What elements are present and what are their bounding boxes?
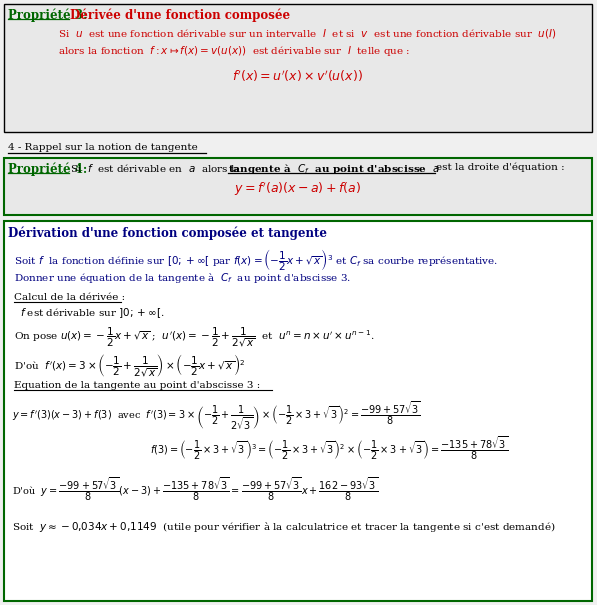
Text: Soit $f$  la fonction définie sur $\left[0;+\infty\right[$ par $f(x) = \left(-\d: Soit $f$ la fonction définie sur $\left[… <box>14 247 498 273</box>
Text: On pose $u(x) = -\dfrac{1}{2}x+\sqrt{x}$ ;  $u'(x) = -\dfrac{1}{2}+\dfrac{1}{2\s: On pose $u(x) = -\dfrac{1}{2}x+\sqrt{x}$… <box>14 325 374 349</box>
Text: Propriété 4:: Propriété 4: <box>8 162 87 175</box>
Text: Si  $u$  est une fonction dérivable sur un intervalle  $I$  et si  $v$  est une : Si $u$ est une fonction dérivable sur un… <box>58 27 556 40</box>
Text: Propriété 3:: Propriété 3: <box>8 8 87 22</box>
Text: $y = f'(3)(x-3)+f(3)$  avec  $f'(3) = 3 \times \left(-\dfrac{1}{2}+\dfrac{1}{2\s: $y = f'(3)(x-3)+f(3)$ avec $f'(3) = 3 \t… <box>12 400 421 432</box>
Text: Dérivation d'une fonction composée et tangente: Dérivation d'une fonction composée et ta… <box>8 226 327 240</box>
Bar <box>4 158 592 215</box>
Text: $f$ est dérivable sur $\left]0;+\infty\right[$.: $f$ est dérivable sur $\left]0;+\infty\r… <box>20 306 165 320</box>
Text: Equation de la tangente au point d'abscisse 3 :: Equation de la tangente au point d'absci… <box>14 381 260 390</box>
Text: D'où  $f'(x) = 3 \times \left(-\dfrac{1}{2}+\dfrac{1}{2\sqrt{x}}\right)\times \l: D'où $f'(x) = 3 \times \left(-\dfrac{1}{… <box>14 352 245 379</box>
Text: Donner une équation de la tangente à  $C_f$  au point d'abscisse 3.: Donner une équation de la tangente à $C_… <box>14 271 351 285</box>
Text: 4 - Rappel sur la notion de tangente: 4 - Rappel sur la notion de tangente <box>8 143 198 152</box>
Text: $y = f'(a)(x-a)+f(a)$: $y = f'(a)(x-a)+f(a)$ <box>233 181 361 198</box>
Text: D'où  $y = \dfrac{-99+57\sqrt{3}}{8}(x-3) + \dfrac{-135+78\sqrt{3}}{8}= \dfrac{-: D'où $y = \dfrac{-99+57\sqrt{3}}{8}(x-3)… <box>12 475 378 503</box>
Text: $f(3) = \left(-\dfrac{1}{2}\times 3+\sqrt{3}\right)^{3}= \left(-\dfrac{1}{2}\tim: $f(3) = \left(-\dfrac{1}{2}\times 3+\sqr… <box>150 434 508 462</box>
Text: Calcul de la dérivée :: Calcul de la dérivée : <box>14 293 125 302</box>
Text: Soit  $y \approx -0{,}034x+0{,}1149$  (utile pour vérifier à la calculatrice et : Soit $y \approx -0{,}034x+0{,}1149$ (uti… <box>12 520 556 534</box>
Bar <box>4 4 592 132</box>
Text: est la droite d'équation :: est la droite d'équation : <box>436 162 565 171</box>
Text: alors la fonction  $f : x \mapsto f(x) = v(u(x))$  est dérivable sur  $I$  telle: alors la fonction $f : x \mapsto f(x) = … <box>58 44 410 58</box>
Text: tangente à  $C_f$  au point d'abscisse  $a$: tangente à $C_f$ au point d'abscisse $a$ <box>228 162 441 176</box>
Text: $f'(x) = u'(x) \times v'(u(x))$: $f'(x) = u'(x) \times v'(u(x))$ <box>232 68 362 83</box>
Bar <box>4 221 592 601</box>
Text: Dérivée d'une fonction composée: Dérivée d'une fonction composée <box>70 8 290 22</box>
Text: Si  $f$  est dérivable en  $a$  alors la: Si $f$ est dérivable en $a$ alors la <box>70 162 242 174</box>
